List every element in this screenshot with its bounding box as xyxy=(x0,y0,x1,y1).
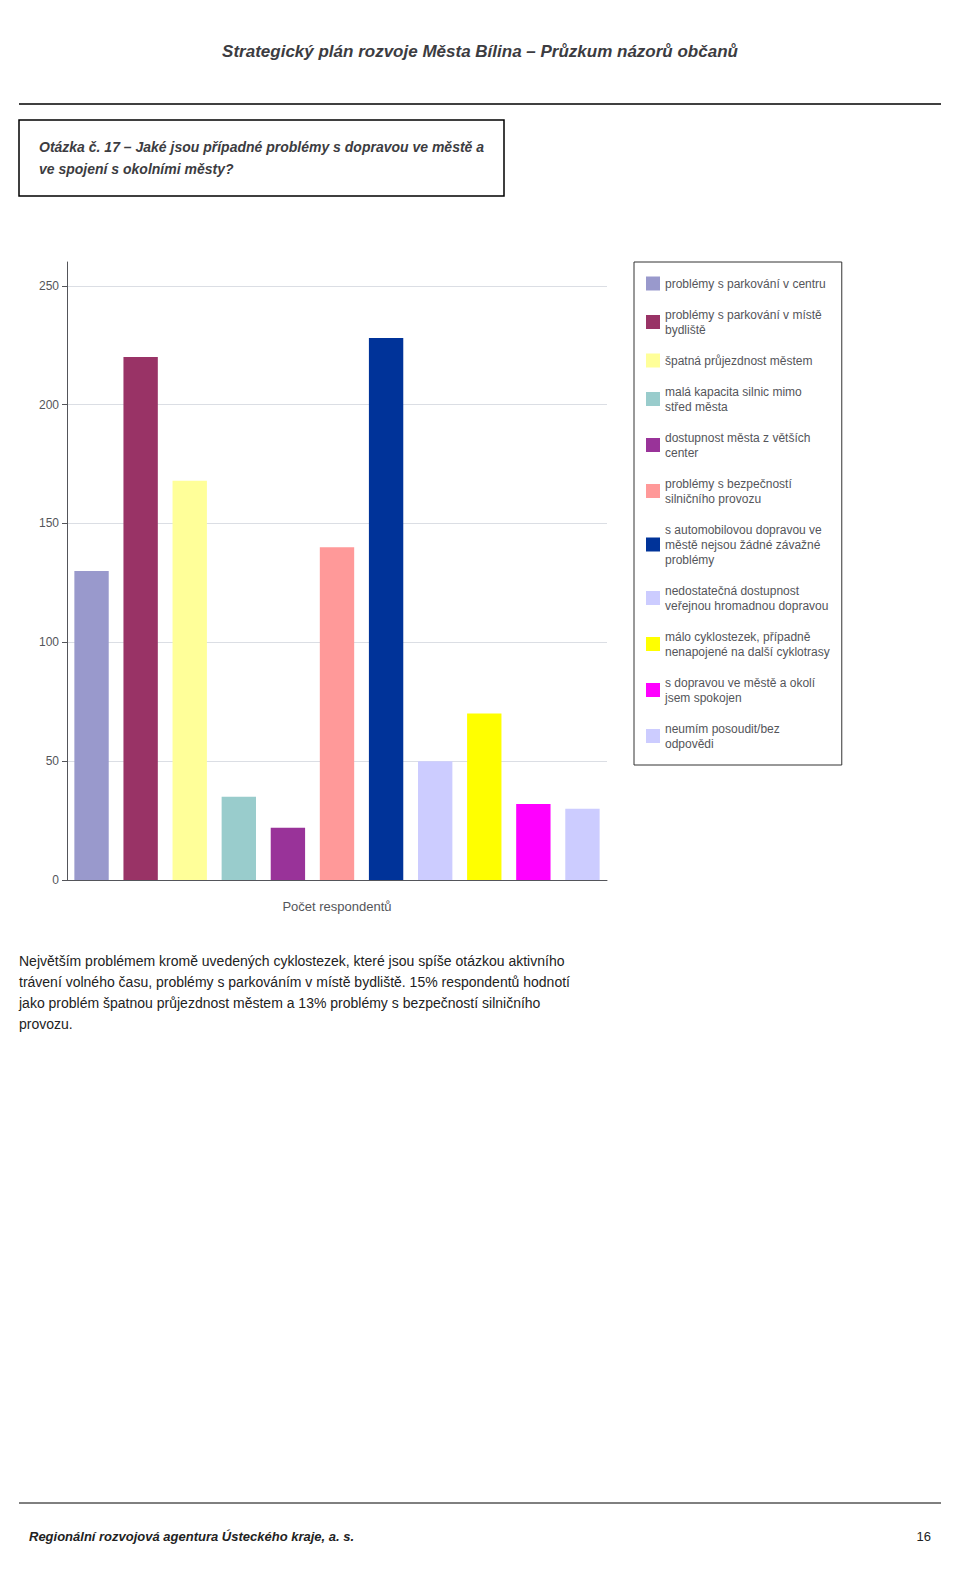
svg-text:střed města: střed města xyxy=(665,400,728,414)
svg-text:150: 150 xyxy=(39,516,59,530)
svg-text:ve spojení s okolními městy?: ve spojení s okolními městy? xyxy=(39,161,234,177)
svg-text:Největším problémem kromě uved: Největším problémem kromě uvedených cykl… xyxy=(19,953,565,969)
svg-text:problémy s bezpečností: problémy s bezpečností xyxy=(665,477,792,491)
svg-text:jako problém špatnou průjezdno: jako problém špatnou průjezdnost městem … xyxy=(18,995,541,1011)
svg-text:100: 100 xyxy=(39,635,59,649)
svg-text:trávení volného času, problémy: trávení volného času, problémy s parková… xyxy=(19,974,570,990)
svg-text:nedostatečná dostupnost: nedostatečná dostupnost xyxy=(665,584,800,598)
svg-text:problémy s parkování v místě: problémy s parkování v místě xyxy=(665,308,822,322)
svg-text:200: 200 xyxy=(39,398,59,412)
svg-text:dostupnost města z větších: dostupnost města z větších xyxy=(665,431,810,445)
svg-text:jsem spokojen: jsem spokojen xyxy=(664,691,742,705)
svg-text:odpovědi: odpovědi xyxy=(665,737,714,751)
svg-text:městě nejsou žádné závažné: městě nejsou žádné závažné xyxy=(665,538,821,552)
svg-text:neumím posoudit/bez: neumím posoudit/bez xyxy=(665,722,780,736)
svg-text:málo cyklostezek, případně: málo cyklostezek, případně xyxy=(665,630,811,644)
svg-text:Regionální rozvojová agentura: Regionální rozvojová agentura Ústeckého … xyxy=(29,1529,354,1544)
svg-text:provozu.: provozu. xyxy=(19,1016,73,1032)
svg-text:malá kapacita silnic mimo: malá kapacita silnic mimo xyxy=(665,385,802,399)
svg-text:nenapojené na další cyklotrasy: nenapojené na další cyklotrasy xyxy=(665,645,830,659)
svg-text:Otázka č. 17 – Jaké jsou přípa: Otázka č. 17 – Jaké jsou případné problé… xyxy=(39,139,484,155)
svg-text:špatná průjezdnost městem: špatná průjezdnost městem xyxy=(665,354,812,368)
svg-text:250: 250 xyxy=(39,279,59,293)
svg-text:s automobilovou dopravou ve: s automobilovou dopravou ve xyxy=(665,523,822,537)
svg-text:16: 16 xyxy=(917,1529,931,1544)
svg-text:problémy: problémy xyxy=(665,553,714,567)
svg-text:problémy s parkování v centru: problémy s parkování v centru xyxy=(665,277,826,291)
svg-text:veřejnou hromadnou dopravou: veřejnou hromadnou dopravou xyxy=(665,599,828,613)
svg-text:silničního provozu: silničního provozu xyxy=(665,492,761,506)
svg-text:center: center xyxy=(665,446,698,460)
svg-text:bydliště: bydliště xyxy=(665,323,706,337)
svg-text:s dopravou ve městě a okolí: s dopravou ve městě a okolí xyxy=(665,676,816,690)
svg-text:0: 0 xyxy=(52,873,59,887)
svg-text:Strategický plán rozvoje Města: Strategický plán rozvoje Města Bílina – … xyxy=(222,42,738,61)
svg-text:50: 50 xyxy=(46,754,60,768)
svg-text:Počet respondentů: Počet respondentů xyxy=(282,899,391,914)
